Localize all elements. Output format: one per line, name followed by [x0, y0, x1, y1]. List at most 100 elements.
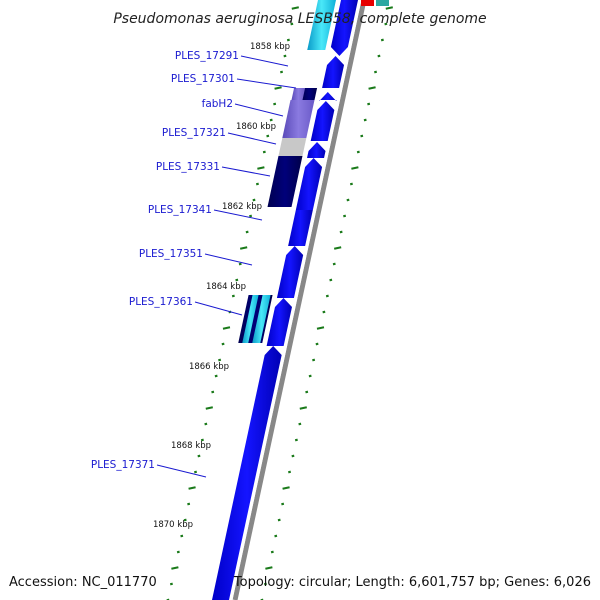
gene-ples-17291[interactable] [322, 56, 345, 88]
tick-left [204, 422, 208, 426]
tick-left [180, 534, 184, 538]
gene-ples-17331[interactable] [295, 158, 323, 210]
tick-left [221, 342, 225, 346]
tick-right [385, 6, 393, 10]
annot-cyan-top[interactable] [307, 0, 336, 50]
annot-cyan-1[interactable] [252, 295, 271, 343]
label-leader-line [194, 301, 243, 316]
gene-ples-17361[interactable] [266, 298, 292, 346]
annot-red-top[interactable] [361, 0, 374, 6]
label-leader-line [227, 132, 277, 145]
kbp-label-1870: 1870 kbp [153, 520, 193, 530]
tick-right [380, 38, 384, 42]
tick-right [356, 150, 360, 154]
tick-left [245, 230, 249, 234]
tick-left [188, 486, 196, 490]
tick-right [274, 534, 278, 538]
tick-right [368, 86, 376, 90]
tick-left [283, 54, 287, 58]
kbp-label-1860: 1860 kbp [236, 122, 276, 132]
gene-fabh2[interactable] [310, 101, 335, 141]
tick-left [273, 102, 277, 106]
tick-left [218, 358, 222, 362]
annot-lavender[interactable] [282, 100, 315, 138]
tick-right [316, 326, 325, 330]
tick-right [339, 230, 343, 234]
annot-cyan-2[interactable] [242, 295, 259, 343]
tick-right [343, 214, 347, 218]
annot-teal-top[interactable] [376, 0, 389, 6]
tick-left [187, 502, 191, 506]
kbp-label-1864: 1864 kbp [206, 282, 246, 292]
tick-right [265, 566, 273, 570]
label-leader-line [156, 464, 207, 478]
gene-features [212, 0, 389, 600]
tick-right [298, 422, 302, 426]
gene-label-ples-17321[interactable]: PLES_17321 [162, 127, 226, 139]
tick-right [294, 438, 298, 442]
tick-left [262, 150, 266, 154]
tick-left [222, 326, 231, 330]
label-leaders [156, 55, 297, 478]
label-leader-line [240, 55, 289, 67]
tick-left [255, 182, 259, 186]
tick-left [169, 582, 173, 586]
annot-lavender-top[interactable] [291, 88, 306, 100]
tick-right [299, 406, 307, 410]
tick-right [374, 70, 378, 74]
tick-left [231, 294, 235, 298]
tick-right [363, 118, 367, 122]
tick-right [263, 582, 267, 586]
tick-right [308, 374, 312, 378]
tick-right [329, 278, 333, 282]
tick-right [270, 550, 274, 554]
tick-right [332, 262, 336, 266]
annot-navy-2[interactable] [267, 156, 303, 207]
tick-left [205, 406, 213, 410]
kbp-label-1866: 1866 kbp [189, 362, 229, 372]
gene-ples-17371[interactable] [212, 346, 282, 600]
annot-navy-1[interactable] [301, 88, 318, 100]
gene-label-ples-17301[interactable]: PLES_17301 [171, 73, 235, 85]
gene-ples-17321[interactable] [307, 142, 326, 158]
genome-backbone [231, 0, 367, 600]
gene-label-ples-17291[interactable]: PLES_17291 [175, 50, 239, 62]
tick-left [239, 246, 248, 250]
gene-label-ples-17361[interactable]: PLES_17361 [129, 296, 193, 308]
kbp-label-1858: 1858 kbp [250, 42, 290, 52]
gene-label-fabh2[interactable]: fabH2 [202, 98, 233, 110]
label-leader-line [213, 209, 263, 221]
gene-ples-17351[interactable] [276, 246, 304, 298]
gene-ples-17341[interactable] [288, 210, 313, 246]
tick-left [269, 118, 273, 122]
tick-left [214, 374, 218, 378]
tick-right [305, 390, 309, 394]
gene-label-ples-17351[interactable]: PLES_17351 [139, 248, 203, 260]
tick-left [171, 566, 179, 570]
tick-right [333, 246, 342, 250]
tick-left [197, 454, 201, 458]
kbp-label-1862: 1862 kbp [222, 202, 262, 212]
tick-left [211, 390, 215, 394]
gene-label-ples-17371[interactable]: PLES_17371 [91, 459, 155, 471]
tick-right [288, 470, 292, 474]
tick-right [282, 486, 290, 490]
gene-label-ples-17331[interactable]: PLES_17331 [156, 161, 220, 173]
annot-gray[interactable] [278, 138, 307, 156]
tick-right [315, 342, 319, 346]
tick-right [351, 166, 359, 170]
tick-left [290, 22, 294, 26]
tick-right [367, 102, 371, 106]
label-leader-line [236, 78, 297, 89]
tick-right [377, 54, 381, 58]
tick-right [277, 518, 281, 522]
gene-label-ples-17341[interactable]: PLES_17341 [148, 204, 212, 216]
gene-ples-17301[interactable] [319, 92, 337, 101]
gene-partial-top[interactable] [330, 0, 358, 56]
label-leader-line [204, 253, 253, 266]
tick-marks [166, 6, 393, 600]
tick-left [200, 438, 204, 442]
accession-text: Accession: NC_011770 [9, 575, 157, 590]
